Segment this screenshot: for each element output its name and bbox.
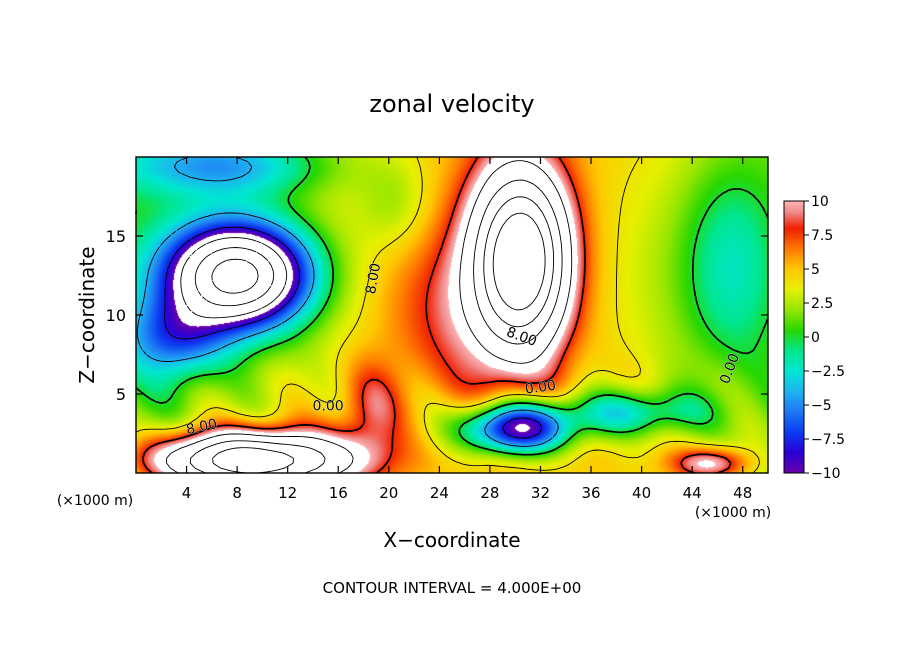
x-axis: 4 8 12 16 20 24 28 32 36 40 44 48 (182, 157, 752, 502)
contour-level-neg20 (211, 258, 259, 294)
colorbar-tick-label: 0 (811, 330, 820, 346)
contour-level-neg16 (194, 247, 275, 307)
x-tick-label: 28 (480, 484, 499, 502)
contour-label-3: 0.00 (524, 378, 557, 398)
colorbar-ticks: 10 7.5 5 2.5 0 −2.5 −5 −7.5 −10 (804, 194, 845, 482)
x-tick-label: 20 (379, 484, 398, 502)
contour-level-20 (212, 196, 555, 474)
contour-label-5: 8.00 (185, 416, 219, 438)
contour-level-neg8 (164, 226, 543, 439)
colorbar: 10 7.5 5 2.5 0 −2.5 −5 −7.5 −10 (783, 194, 845, 482)
colorbar-tick-label: 2.5 (811, 296, 833, 312)
x-tick-label: 36 (581, 484, 600, 502)
contour-lines (135, 156, 769, 474)
x-unit-right: (×1000 m) (695, 505, 771, 521)
colorbar-ramp (784, 201, 804, 473)
contour-level-neg12 (180, 237, 288, 319)
x-tick-label: 8 (232, 484, 242, 502)
y-axis-label: Z−coordinate (75, 246, 99, 383)
colorbar-tick-label: −5 (811, 398, 832, 414)
contour-level-16 (189, 179, 563, 474)
plot-area: 8.008.000.000.000.008.00 4 8 12 16 20 24 28 32 3… (106, 156, 769, 502)
contour-level-12 (166, 160, 573, 474)
x-tick-label: 16 (329, 484, 348, 502)
x-tick-label: 48 (733, 484, 752, 502)
x-tick-label: 24 (430, 484, 449, 502)
y-tick-label: 5 (116, 385, 126, 404)
colorbar-tick-label: 10 (811, 194, 829, 210)
contour-label-2: 0.00 (313, 399, 344, 415)
contour-level-8 (141, 156, 732, 474)
x-tick-label: 32 (531, 484, 550, 502)
colorbar-tick-label: 7.5 (811, 228, 833, 244)
y-tick-label: 15 (106, 227, 126, 246)
y-axis: 5 10 15 (106, 227, 768, 404)
colorbar-tick-label: −10 (811, 466, 841, 482)
contour-interval-note: CONTOUR INTERVAL = 4.000E+00 (323, 579, 582, 597)
colorbar-tick-label: −2.5 (811, 364, 845, 380)
colorbar-tick-label: −7.5 (811, 432, 845, 448)
contour-label-0: 8.00 (363, 262, 384, 295)
contour-labels: 8.008.000.000.000.008.00 (185, 262, 744, 439)
x-axis-label: X−coordinate (383, 528, 520, 552)
contour-level-24 (492, 212, 546, 311)
colorbar-tick-label: 5 (811, 262, 820, 278)
contour-level-neg4 (136, 156, 559, 447)
x-unit-left: (×1000 m) (57, 493, 133, 509)
x-tick-label: 44 (683, 484, 702, 502)
x-tick-label: 4 (182, 484, 192, 502)
contour-level-4 (135, 156, 760, 474)
x-tick-label: 40 (632, 484, 651, 502)
contour-level-0 (135, 156, 769, 456)
x-tick-label: 12 (278, 484, 297, 502)
chart-title: zonal velocity (369, 90, 534, 118)
y-tick-label: 10 (106, 306, 126, 325)
